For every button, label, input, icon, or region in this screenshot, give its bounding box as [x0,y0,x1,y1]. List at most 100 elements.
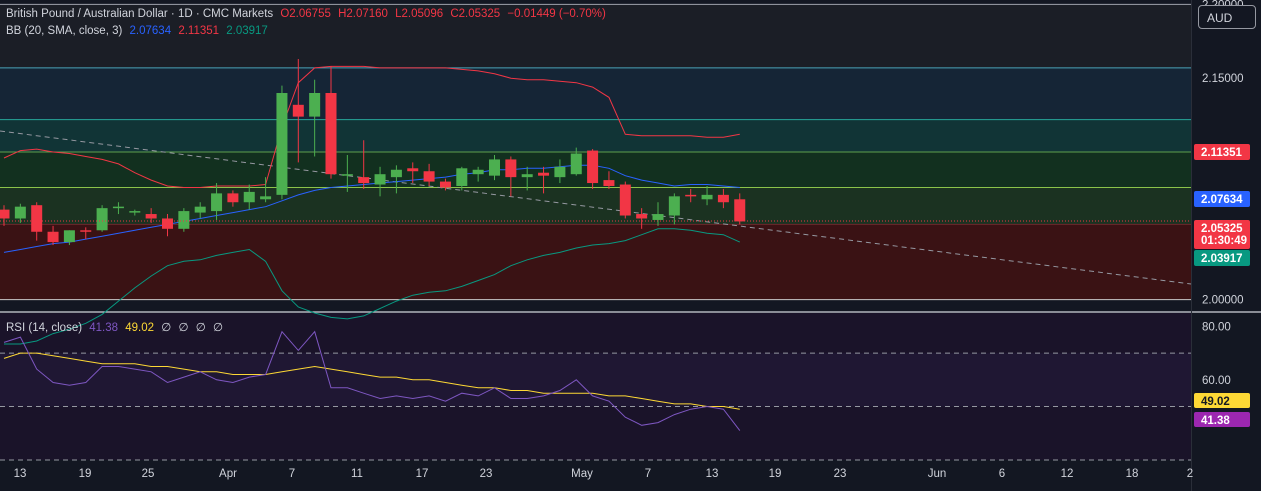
rsi-pane [0,330,1191,461]
candle-body-34 [554,166,566,178]
candle-body-6 [96,208,108,231]
candle-body-7 [112,206,124,209]
time-tick-label: 2 [1187,468,1193,480]
candle-body-1 [14,206,26,219]
time-tick-label: 7 [289,468,295,480]
time-tick-label: 25 [142,468,155,480]
horizontal-levels [0,3,1191,301]
ohlc-change: −0.01449 (−0.70%) [507,8,606,20]
candle-body-24 [390,169,402,178]
candle-body-29 [472,169,484,175]
candle-body-16 [260,196,272,200]
ohlc-high: H2.07160 [338,8,388,20]
rsi-tick-label: 60.00 [1202,375,1231,387]
candle-body-4 [63,230,75,243]
candle-body-2 [31,205,43,232]
candle-body-33 [538,172,550,176]
bb-lower-value: 2.03917 [226,25,268,37]
rsi-extra-3: ∅ [195,322,206,334]
candle-body-26 [423,171,435,182]
rsi-ma-line [3,352,740,410]
badge-rsi-ma-text: 49.02 [1201,396,1230,408]
badge-last-price-text: 2.05325 [1201,223,1243,235]
badge-bb-lower-bg [1194,250,1250,266]
badge-rsi-ma-bg [1194,393,1250,408]
candle-body-5 [80,230,92,232]
rsi-value: 41.38 [89,322,119,334]
badge-rsi-text: 41.38 [1201,415,1230,427]
rsi-tick-label: 80.00 [1202,321,1231,333]
candle-body-14 [227,193,239,203]
candle-body-45 [734,199,746,222]
symbol-title[interactable]: British Pound / Australian Dollar · 1D ·… [6,8,274,20]
time-tick-label: 12 [1061,468,1074,480]
time-tick-label: 7 [645,468,651,480]
rsi-mid-zone [0,353,1191,407]
candle-body-23 [374,174,386,185]
candle-body-10 [162,218,173,229]
time-tick-label: 23 [480,468,493,480]
candle-body-42 [685,194,697,197]
candle-body-9 [145,214,157,219]
trendline-dashed [0,130,1192,285]
candle-body-44 [717,194,729,203]
level-zone-5 [0,224,1191,300]
bb-label: BB (20, SMA, close, 3) [6,25,123,37]
candle-body-40 [652,214,664,220]
currency-button[interactable]: AUD [1198,5,1256,29]
candle-body-20 [325,93,337,175]
time-tick-label: 13 [706,468,719,480]
rsi-extra-4: ∅ [212,322,223,334]
rsi-legend[interactable]: RSI (14, close) 41.38 49.02 ∅ ∅ ∅ ∅ [6,320,227,334]
bollinger-bands [3,65,741,345]
candle-body-43 [701,194,713,200]
candle-body-12 [194,206,206,213]
trendline[interactable] [0,130,1192,285]
rsi-extra-2: ∅ [178,322,189,334]
ohlc-open: O2.06755 [280,8,331,20]
candle-body-13 [211,193,223,212]
time-tick-label: May [571,468,593,480]
candle-body-30 [489,159,500,176]
badge-last-price-bg [1194,220,1250,249]
candle-body-3 [47,231,59,243]
time-tick-label: 19 [769,468,782,480]
level-zone-2 [0,119,1191,153]
level-zone-1 [0,67,1191,120]
candle-body-28 [456,168,468,186]
badge-bb-basis-bg [1194,191,1250,207]
candle-body-38 [619,184,631,216]
candle-body-21 [341,174,353,176]
time-axis-bg [0,460,1261,491]
candle-body-11 [178,211,190,229]
level-zone-0 [0,4,1191,68]
bb-lower-line [4,228,741,345]
level-zone-4 [0,187,1191,225]
candle-body-15 [243,191,255,203]
candle-body-25 [407,168,419,172]
time-tick-label: 11 [351,468,363,480]
candle-body-0 [0,209,10,219]
candle-body-8 [129,211,141,213]
bb-basis-value: 2.07634 [129,25,172,37]
candle-body-27 [439,181,451,188]
badge-bb-basis-text: 2.07634 [1201,194,1243,206]
bb-upper-value: 2.11351 [178,25,220,37]
rsi-ma-value: 49.02 [125,322,155,334]
bb-legend[interactable]: BB (20, SMA, close, 3) 2.07634 2.11351 2… [6,25,272,37]
candle-body-32 [521,174,533,178]
badge-rsi-bg [1194,412,1250,427]
time-tick-label: 23 [834,468,847,480]
ohlc-low: L2.05096 [395,8,444,20]
badge-bb-lower-text: 2.03917 [1201,253,1243,265]
rsi-label: RSI (14, close) [6,322,83,334]
badge-bb-upper-text: 2.11351 [1201,147,1243,159]
candle-body-41 [668,196,680,216]
candle-body-22 [358,177,370,184]
candle-body-31 [505,159,517,178]
symbol-legend[interactable]: British Pound / Australian Dollar · 1D ·… [6,8,610,20]
time-tick-label: Jun [928,468,947,480]
